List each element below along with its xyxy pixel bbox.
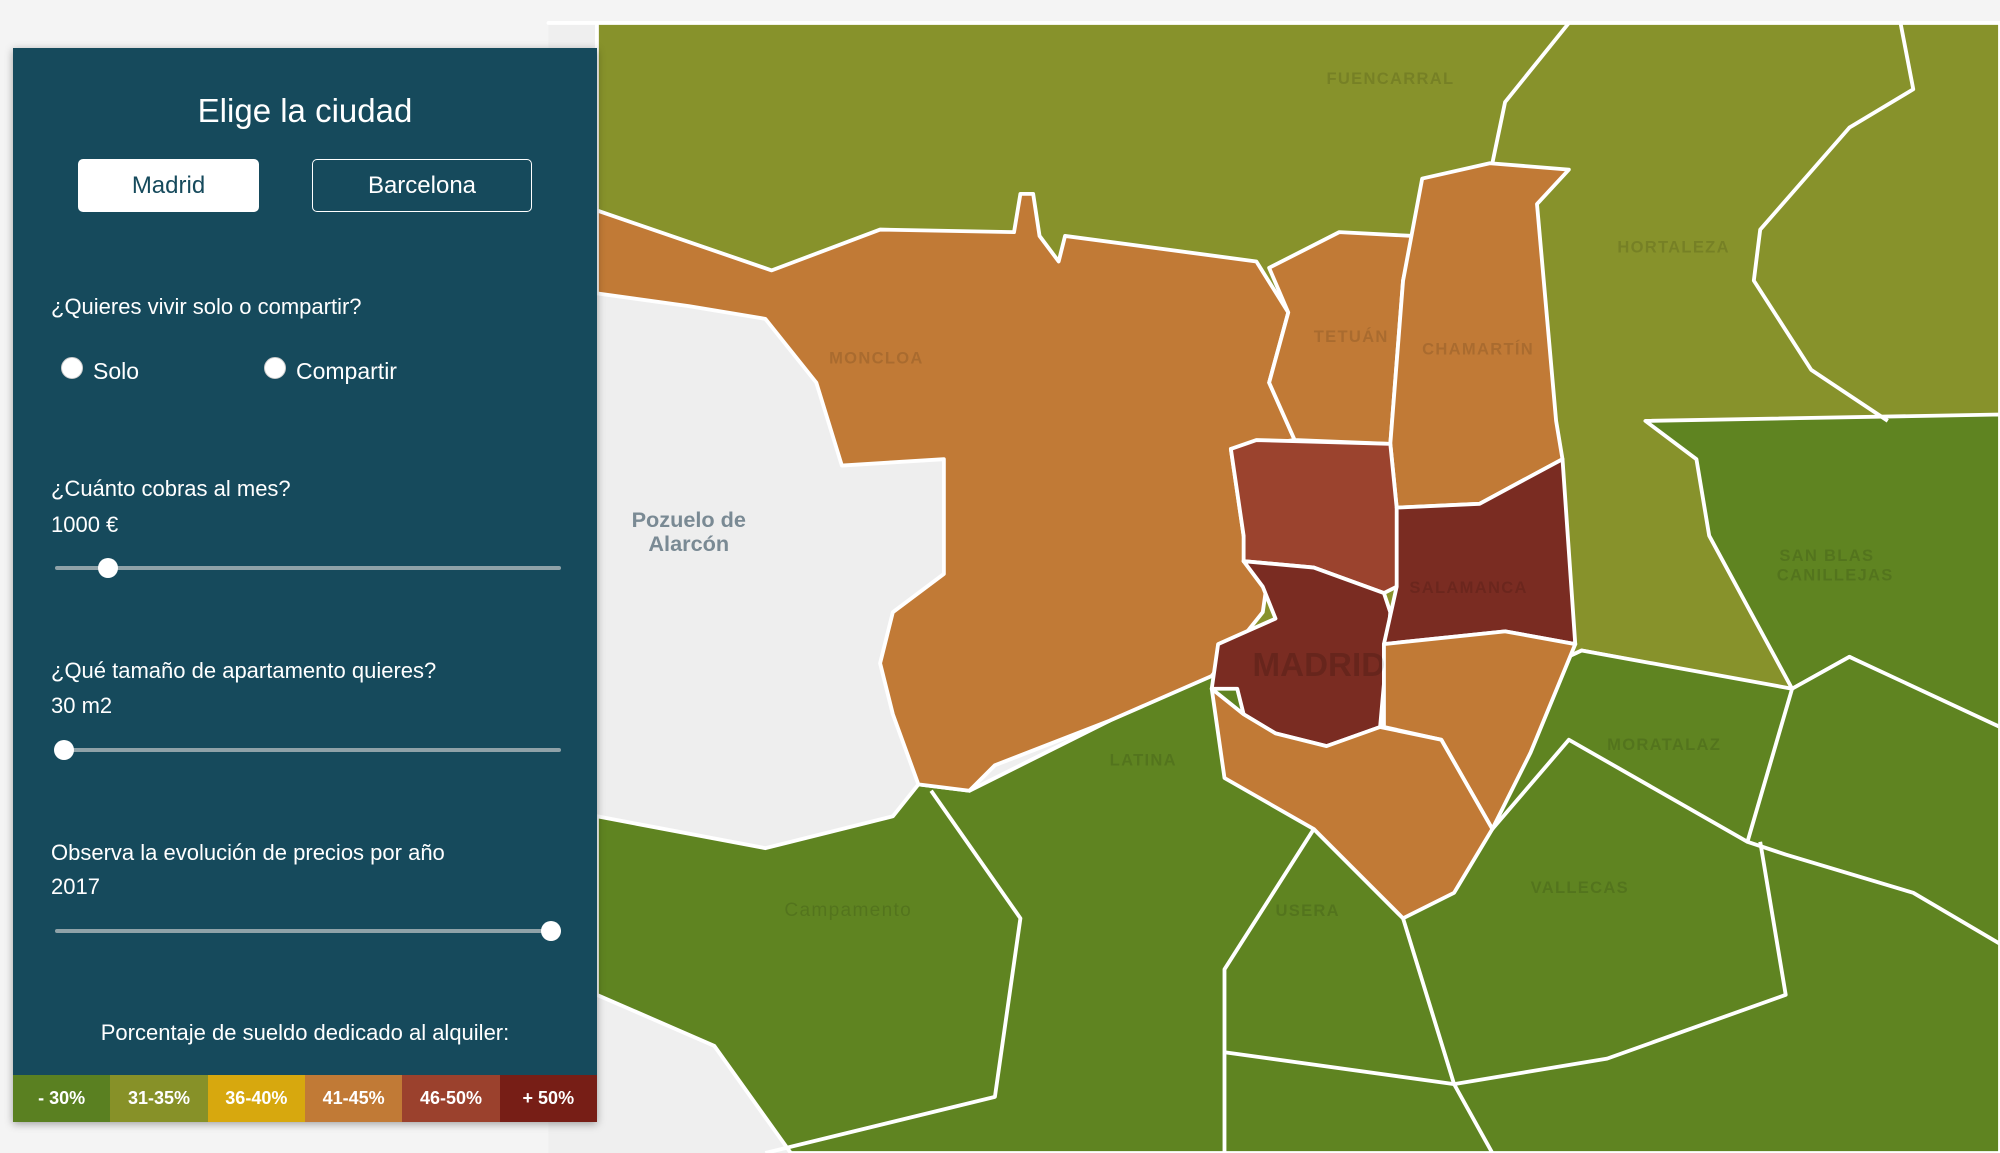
- city-button-barcelona[interactable]: Barcelona: [312, 159, 532, 212]
- year-slider-thumb[interactable]: [540, 921, 561, 941]
- label-pozuelo-2: Alarcón: [648, 531, 729, 556]
- district-pozuelo-area: [596, 293, 944, 849]
- legend-item: + 50%: [499, 1075, 597, 1122]
- label-hortaleza: HORTALEZA: [1617, 238, 1729, 257]
- district-south-green[interactable]: [595, 648, 2000, 1153]
- label-campamento: Campamento: [784, 900, 912, 921]
- radio-circle[interactable]: [264, 356, 286, 379]
- radio-solo[interactable]: Solo: [61, 356, 140, 385]
- size-slider-thumb[interactable]: [54, 740, 75, 760]
- label-usera: USERA: [1276, 901, 1340, 920]
- label-moncloa: MONCLOA: [829, 349, 924, 368]
- label-san-blas-2: CANILLEJAS: [1777, 565, 1894, 584]
- district-arganzuela[interactable]: [1209, 686, 1495, 921]
- label-moratalaz: MORATALAZ: [1607, 735, 1721, 754]
- label-vallecas: VALLECAS: [1531, 878, 1629, 897]
- radio-solo-label: Solo: [93, 358, 140, 384]
- control-panel: Elige la ciudad Madrid Barcelona ¿Quiere…: [13, 48, 597, 1122]
- legend: - 30% 31-35% 36-40% 41-45% 46-50% + 50%: [13, 1075, 597, 1122]
- legend-item: 36-40%: [207, 1075, 305, 1122]
- year-slider[interactable]: [55, 921, 561, 941]
- legend-item: 31-35%: [110, 1075, 208, 1122]
- map-labels: FUENCARRAL HORTALEZA TETUÁN CHAMARTÍN SA…: [632, 69, 1894, 921]
- label-tetuan: TETUÁN: [1314, 327, 1389, 346]
- size-question: ¿Qué tamaño de apartamento quieres?: [51, 658, 437, 683]
- legend-item: - 30%: [13, 1075, 111, 1122]
- size-slider[interactable]: [54, 740, 561, 760]
- legend-title: Porcentaje de sueldo dedicado al alquile…: [100, 1020, 510, 1045]
- label-chamartin: CHAMARTÍN: [1422, 340, 1534, 359]
- legend-item: 41-45%: [304, 1075, 403, 1122]
- year-question: Observa la evolución de precios por año: [51, 840, 445, 865]
- district-moncloa[interactable]: [595, 191, 1297, 793]
- panel-title: Elige la ciudad: [197, 92, 413, 129]
- salary-value: 1000 €: [51, 512, 119, 537]
- label-madrid: MADRID: [1253, 647, 1386, 684]
- label-fuencarral: FUENCARRAL: [1327, 69, 1455, 88]
- year-value: 2017: [51, 874, 100, 899]
- city-button-madrid[interactable]: Madrid: [78, 159, 259, 212]
- label-salamanca: SALAMANCA: [1409, 578, 1527, 597]
- radio-compartir[interactable]: Compartir: [264, 356, 397, 385]
- salary-question: ¿Cuánto cobras al mes?: [51, 476, 291, 501]
- living-question: ¿Quieres vivir solo o compartir?: [51, 294, 362, 319]
- label-san-blas-1: SAN BLAS: [1779, 546, 1874, 565]
- label-latina: LATINA: [1110, 750, 1177, 769]
- radio-circle[interactable]: [61, 356, 83, 379]
- label-pozuelo-1: Pozuelo de: [632, 507, 746, 532]
- radio-compartir-label: Compartir: [296, 358, 397, 384]
- legend-item: 46-50%: [402, 1075, 500, 1122]
- salary-slider-thumb[interactable]: [98, 558, 119, 578]
- size-value: 30 m2: [51, 693, 113, 718]
- salary-slider[interactable]: [55, 558, 561, 578]
